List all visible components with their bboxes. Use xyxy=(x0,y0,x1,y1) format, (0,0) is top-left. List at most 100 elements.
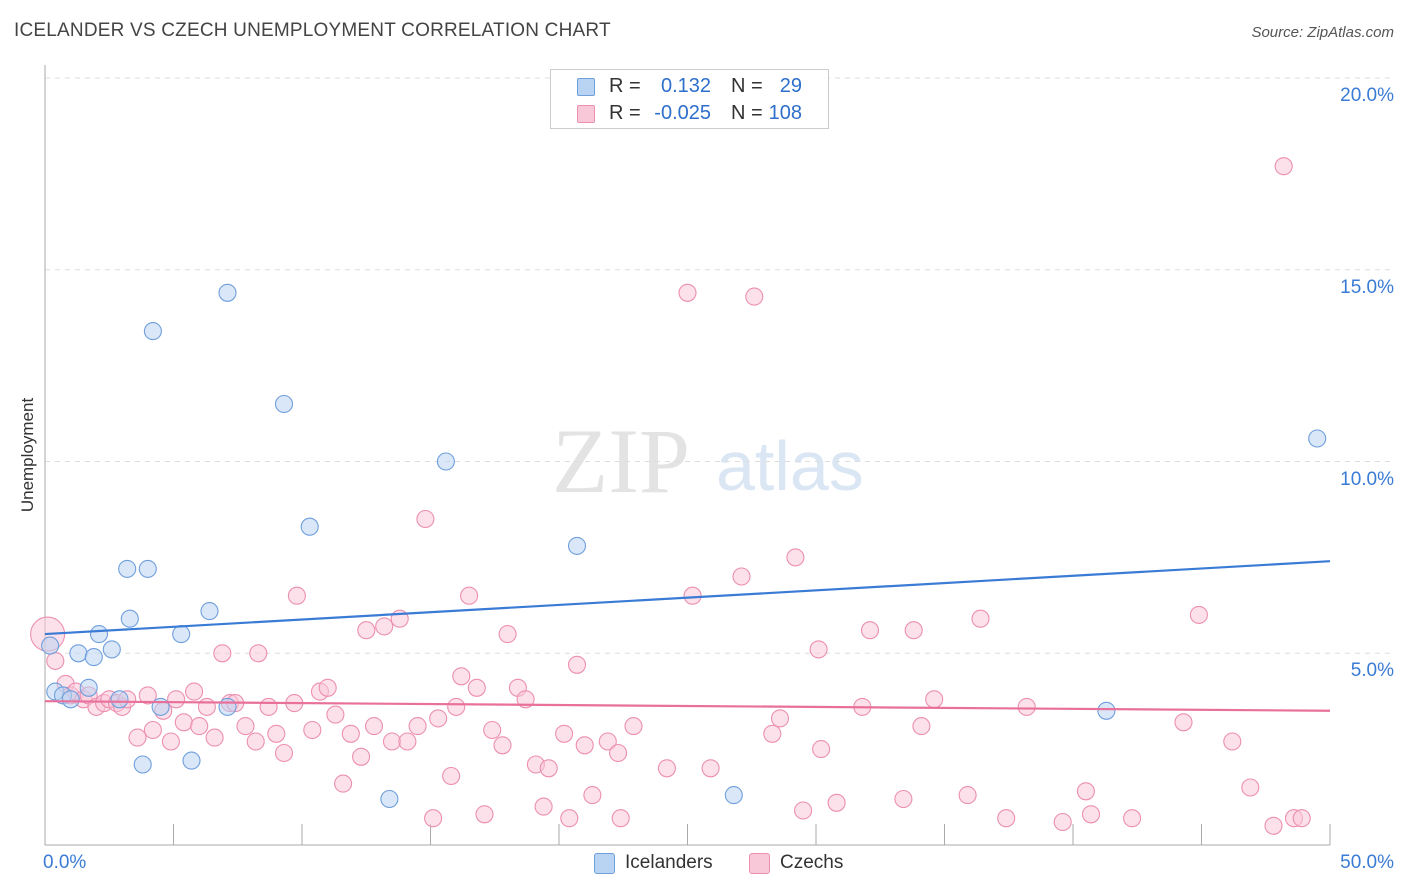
czech-point xyxy=(274,743,294,763)
czech-point xyxy=(475,805,494,824)
x-tick-max: 50.0% xyxy=(1340,852,1394,873)
czech-point xyxy=(1274,157,1293,176)
icelander-point xyxy=(118,559,137,578)
icelander-point xyxy=(79,678,98,697)
czech-point xyxy=(763,724,782,743)
icelander-point xyxy=(120,609,139,628)
stats-r-label: R = xyxy=(609,75,641,97)
czech-point xyxy=(246,732,265,751)
czech-point xyxy=(190,717,209,736)
czech-point xyxy=(1053,812,1072,832)
czech-point xyxy=(1174,713,1193,732)
czech-point xyxy=(860,621,880,640)
czech-point xyxy=(493,736,512,755)
chart-title: ICELANDER VS CZECH UNEMPLOYMENT CORRELAT… xyxy=(14,20,611,41)
czech-point xyxy=(259,697,278,716)
czech-point xyxy=(442,766,461,786)
czech-point xyxy=(498,625,517,644)
czech-point xyxy=(701,759,720,778)
czech-point xyxy=(205,728,224,747)
icelander-point xyxy=(218,697,237,716)
czech-point xyxy=(567,655,587,674)
icelander-point xyxy=(110,690,129,709)
czech-point xyxy=(429,709,448,728)
icelander-point xyxy=(1308,429,1327,448)
czech-point xyxy=(447,697,466,716)
czech-point xyxy=(375,617,394,636)
czech-point xyxy=(416,509,435,529)
czech-point xyxy=(1264,816,1283,835)
legend-label-czechs: Czechs xyxy=(780,852,844,873)
czech-point xyxy=(1223,732,1242,751)
czech-point xyxy=(467,678,486,697)
data-points xyxy=(30,157,1327,835)
axes xyxy=(44,65,1331,846)
czech-point xyxy=(534,797,553,816)
czech-point xyxy=(352,747,371,766)
czech-point xyxy=(925,690,944,709)
czech-point xyxy=(128,728,147,747)
czech-point xyxy=(539,759,558,778)
icelander-point xyxy=(274,394,294,414)
czech-point xyxy=(745,287,764,306)
icelander-point xyxy=(102,640,121,659)
czech-point xyxy=(143,720,162,740)
stats-swatch-czechs xyxy=(577,105,595,123)
x-tick-min: 0.0% xyxy=(43,852,87,873)
icelander-point xyxy=(218,283,237,302)
czech-point xyxy=(560,809,579,828)
chart-source: Source: ZipAtlas.com xyxy=(1251,24,1394,41)
icelander-point xyxy=(143,322,162,341)
trend-lines xyxy=(44,560,1331,712)
czech-point xyxy=(827,793,846,812)
czech-point xyxy=(609,743,628,763)
stats-box: R = 0.132 N = 29 R = -0.025 N = 108 xyxy=(550,69,829,129)
czech-point xyxy=(303,720,322,740)
czech-point xyxy=(598,732,617,751)
czech-point xyxy=(341,724,360,743)
stats-r-label: R = xyxy=(609,102,641,124)
czech-point xyxy=(575,736,594,755)
icelander-point xyxy=(380,789,399,809)
y-tick-label: 10.0% xyxy=(1340,468,1394,490)
czech-point xyxy=(334,774,353,793)
czech-point xyxy=(408,717,427,736)
stats-n-label: N = xyxy=(731,102,763,124)
czech-point xyxy=(364,717,384,736)
czech-point xyxy=(197,697,216,716)
czech-point xyxy=(1017,697,1036,716)
stats-n-label: N = xyxy=(731,75,763,97)
icelander-point xyxy=(41,636,60,655)
czech-point xyxy=(971,609,990,628)
czech-point xyxy=(213,644,232,663)
icelander-point xyxy=(436,452,455,471)
icelander-point xyxy=(89,625,109,644)
czech-point xyxy=(460,586,479,605)
czech-point xyxy=(287,586,306,605)
watermark-atlas: atlas xyxy=(716,427,864,505)
czech-point xyxy=(624,717,643,736)
icelander-point xyxy=(1097,701,1116,720)
stats-r-value: 0.132 xyxy=(661,75,712,97)
czech-point xyxy=(318,678,337,697)
czech-point xyxy=(894,789,913,809)
stats-n-value: 108 xyxy=(768,102,802,124)
czech-point xyxy=(1076,782,1095,801)
y-tick-label: 5.0% xyxy=(1350,660,1394,682)
czech-point xyxy=(1081,805,1101,824)
czech-point xyxy=(452,667,471,686)
legend-swatch-icelanders xyxy=(594,853,615,874)
czech-point xyxy=(678,283,697,302)
czech-point xyxy=(424,809,443,828)
czech-point xyxy=(683,586,702,605)
icelander-trend-line xyxy=(44,560,1331,636)
czech-point xyxy=(794,801,813,820)
stats-n-value: 29 xyxy=(779,75,802,97)
czech-point xyxy=(185,682,204,701)
czech-point xyxy=(912,717,931,736)
icelander-point xyxy=(138,559,157,578)
y-tick-label: 15.0% xyxy=(1340,276,1394,298)
czech-point xyxy=(46,651,65,670)
icelander-point xyxy=(69,644,88,663)
